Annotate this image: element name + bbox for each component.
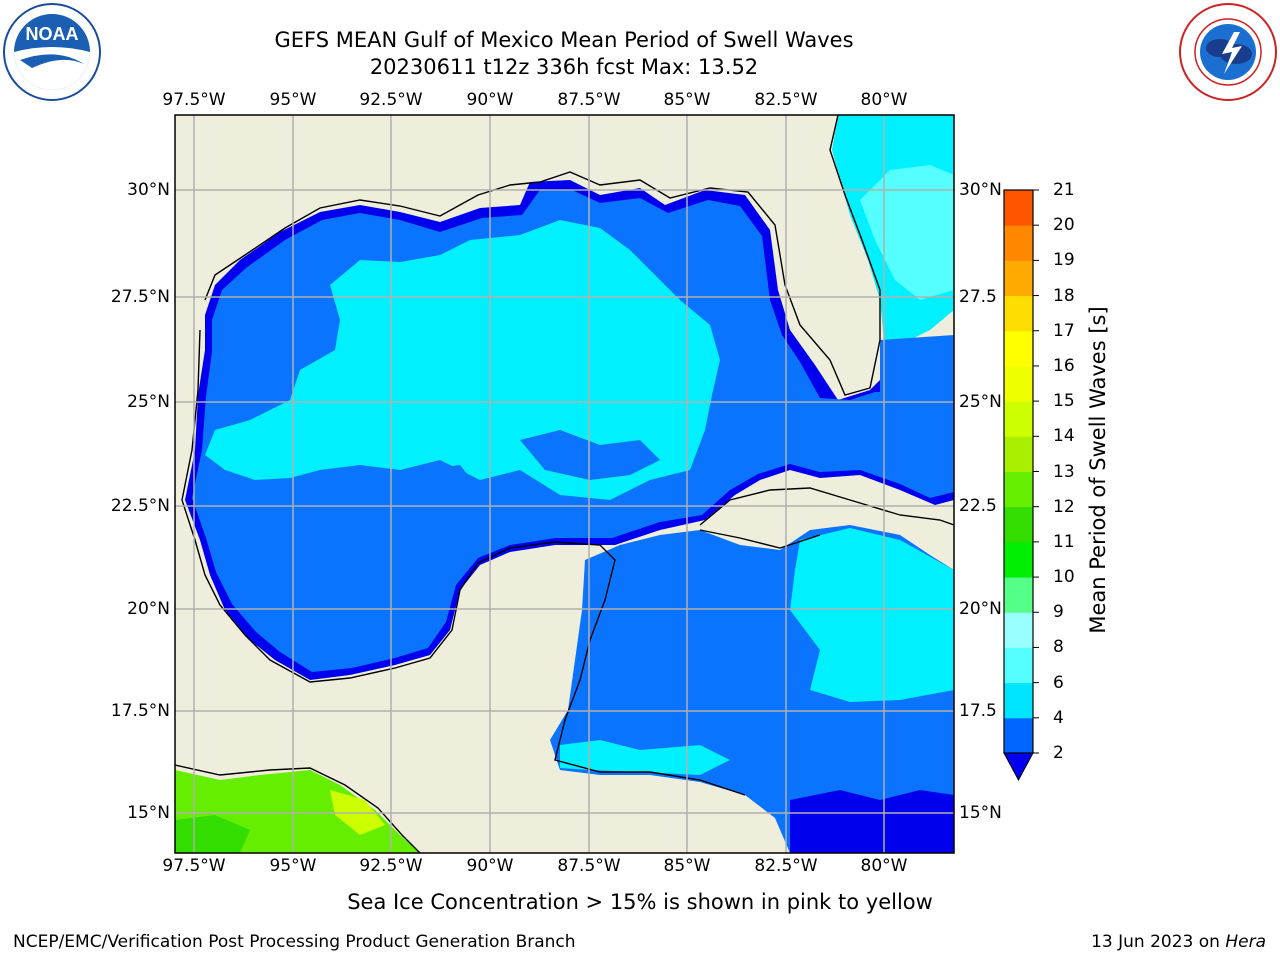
lat-label-right: 30°N	[959, 180, 1002, 200]
coastline-pacific	[175, 764, 421, 853]
nws-logo	[1179, 3, 1277, 101]
colorbar-tick-label: 15	[1053, 391, 1075, 412]
credit-text: NCEP/EMC/Verification Post Processing Pr…	[13, 932, 576, 952]
lat-label-right: 15°N	[959, 803, 1002, 823]
lon-label-top: 97.5°W	[162, 90, 226, 110]
gulf-blue-patch-1	[520, 430, 660, 480]
colorbar-swatch	[1004, 295, 1033, 332]
lon-label-bottom: 90°W	[466, 856, 514, 876]
plot-title: GEFS MEAN Gulf of Mexico Mean Period of …	[274, 28, 854, 52]
colorbar-swatch	[1004, 260, 1033, 297]
lat-label-right: 20°N	[959, 599, 1002, 619]
colorbar-tick-label: 12	[1053, 496, 1075, 517]
colorbar-tick-label: 4	[1053, 707, 1064, 728]
lon-label-bottom: 92.5°W	[359, 856, 423, 876]
colorbar	[1003, 189, 1039, 782]
colorbar-tick-label: 9	[1053, 602, 1064, 623]
lon-label-bottom: 82.5°W	[754, 856, 818, 876]
run-date-text: 13 Jun 2023 on	[1091, 932, 1226, 952]
lat-label-right: 22.5	[959, 496, 997, 516]
map-frame	[174, 114, 955, 854]
lon-label-top: 90°W	[466, 90, 514, 110]
lon-label-bottom: 85°W	[663, 856, 711, 876]
colorbar-tick-label: 8	[1053, 637, 1064, 658]
lat-label-right: 17.5	[959, 701, 997, 721]
colorbar-swatch	[1004, 506, 1033, 543]
colorbar-tick-label: 14	[1053, 426, 1075, 447]
colorbar-swatch	[1004, 401, 1033, 437]
colorbar-tick-label: 16	[1053, 355, 1075, 376]
lat-label-left: 17.5°N	[110, 701, 170, 721]
run-date: 13 Jun 2023 on Hera	[1091, 932, 1266, 952]
machine-name: Hera	[1225, 932, 1266, 952]
colorbar-under-arrow	[1003, 752, 1034, 782]
lat-label-left: 20°N	[127, 599, 170, 619]
colorbar-tick-label: 17	[1053, 320, 1075, 341]
lat-label-right: 25°N	[959, 392, 1002, 412]
colorbar-swatch	[1004, 330, 1033, 367]
gulf-blue-patch-2	[410, 465, 480, 505]
lon-label-top: 95°W	[269, 90, 317, 110]
colorbar-swatch	[1004, 682, 1033, 719]
caribbean-cyan	[790, 528, 954, 702]
colorbar-tick-label: 11	[1053, 531, 1075, 552]
colorbar-tick-label: 6	[1053, 672, 1064, 693]
colorbar-tick-label: 21	[1053, 180, 1075, 200]
lon-label-top: 82.5°W	[754, 90, 818, 110]
colorbar-tick-label: 18	[1053, 285, 1075, 306]
colorbar-swatch	[1004, 225, 1033, 261]
lon-label-top: 87.5°W	[557, 90, 621, 110]
atlantic-south-blue	[880, 335, 954, 400]
colorbar-swatch	[1004, 577, 1033, 613]
lon-label-top: 92.5°W	[359, 90, 423, 110]
noaa-logo-name: NOAA	[26, 24, 79, 44]
gulf-cyan-core	[205, 220, 720, 500]
colorbar-swatch	[1004, 612, 1033, 648]
colorbar-swatch	[1004, 717, 1033, 754]
colorbar-swatch	[1004, 190, 1033, 226]
lat-label-left: 30°N	[127, 180, 170, 200]
lat-label-left: 27.5°N	[110, 287, 170, 307]
lon-label-bottom: 80°W	[860, 856, 908, 876]
lon-label-top: 85°W	[663, 90, 711, 110]
colorbar-title: Mean Period of Swell Waves [s]	[1086, 306, 1110, 634]
colorbar-tick-label: 20	[1053, 215, 1075, 236]
noaa-logo: NOAA	[3, 3, 101, 101]
lat-label-left: 25°N	[127, 392, 170, 412]
colorbar-swatch	[1004, 541, 1033, 578]
lon-label-top: 80°W	[860, 90, 908, 110]
plot-subtitle: 20230611 t12z 336h fcst Max: 13.52	[369, 55, 759, 79]
colorbar-swatch	[1004, 365, 1033, 402]
colorbar-swatch	[1004, 436, 1033, 472]
sea-ice-note: Sea Ice Concentration > 15% is shown in …	[347, 890, 933, 914]
lon-label-bottom: 95°W	[269, 856, 317, 876]
lon-label-bottom: 87.5°W	[557, 856, 621, 876]
colorbar-swatch	[1004, 647, 1033, 684]
lat-label-right: 27.5	[959, 287, 997, 307]
colorbar-tick-label: 10	[1053, 567, 1075, 588]
coastline-mexico	[181, 329, 746, 796]
lat-label-left: 15°N	[127, 803, 170, 823]
lon-label-bottom: 97.5°W	[162, 856, 226, 876]
coastline-gulf	[204, 115, 881, 396]
colorbar-tick-label: 2	[1053, 743, 1064, 763]
colorbar-tick-label: 19	[1053, 250, 1075, 271]
coastline-cuba	[699, 487, 954, 549]
caribbean-deep-south	[790, 790, 954, 853]
colorbar-swatch	[1004, 471, 1033, 508]
lat-label-left: 22.5°N	[110, 496, 170, 516]
colorbar-tick-label: 13	[1053, 461, 1075, 482]
graticule	[175, 115, 954, 853]
